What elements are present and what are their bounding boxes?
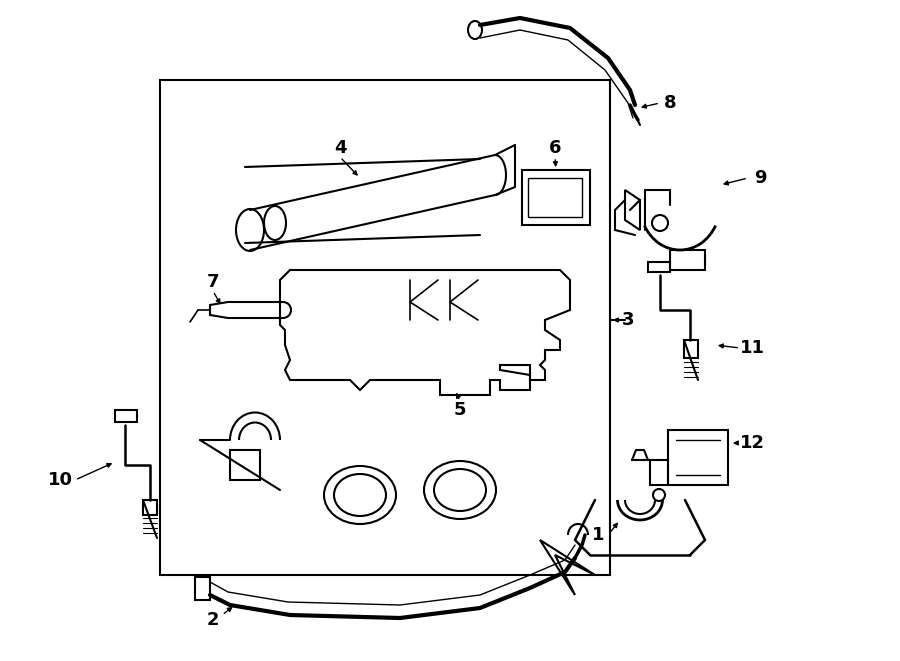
Text: 1: 1 — [592, 526, 604, 544]
Text: 11: 11 — [740, 339, 764, 357]
Text: 5: 5 — [454, 401, 466, 419]
Text: 4: 4 — [334, 139, 346, 157]
Text: 7: 7 — [207, 273, 220, 291]
Text: 3: 3 — [622, 311, 634, 329]
Text: 10: 10 — [48, 471, 73, 489]
Text: 2: 2 — [207, 611, 220, 629]
Text: 12: 12 — [740, 434, 764, 452]
Text: 8: 8 — [663, 94, 676, 112]
Text: 6: 6 — [549, 139, 562, 157]
Text: 9: 9 — [754, 169, 766, 187]
